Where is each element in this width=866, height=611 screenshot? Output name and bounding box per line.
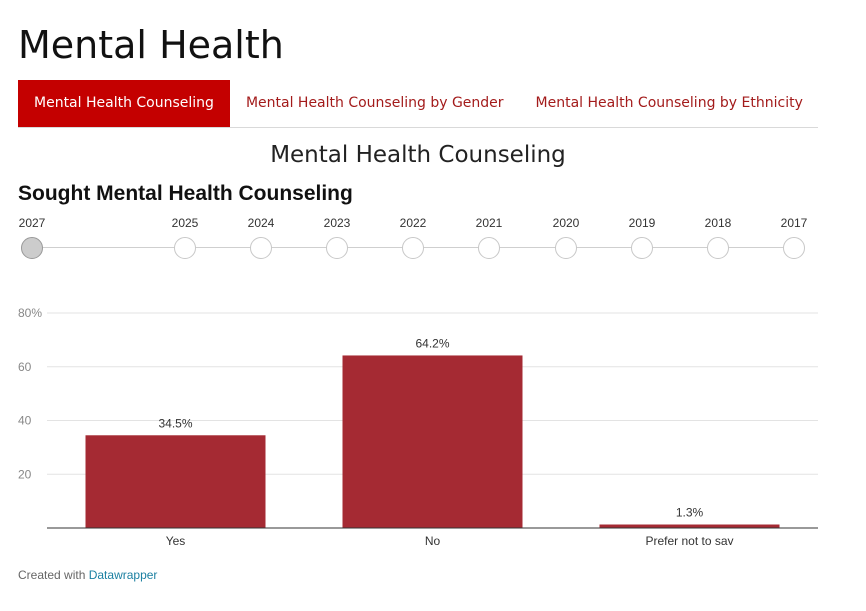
timeline-dot[interactable]	[478, 237, 500, 259]
y-tick-label: 60	[18, 360, 32, 374]
tab-counseling-by-ethnicity[interactable]: Mental Health Counseling by Ethnicity	[535, 95, 803, 111]
tab-mental-health-counseling[interactable]: Mental Health Counseling	[18, 80, 230, 127]
bar-chart: 20 40 60 80% 34.5% Yes 64.2% No 1.3% Prefer not t…	[18, 306, 818, 545]
y-tick-label: 20	[18, 467, 32, 481]
timeline-dot[interactable]	[250, 237, 272, 259]
y-tick-label: 40	[18, 414, 32, 428]
timeline-year-label[interactable]: 2020	[552, 216, 580, 230]
bar	[599, 524, 780, 528]
timeline-dot[interactable]	[402, 237, 424, 259]
x-category-label: Prefer not to say	[645, 534, 733, 545]
x-category-label: No	[425, 534, 441, 545]
page-title: Mental Health	[18, 23, 284, 67]
timeline-year-label[interactable]: 2017	[780, 216, 808, 230]
timeline-year-label[interactable]: 2021	[475, 216, 503, 230]
timeline-dot[interactable]	[707, 237, 729, 259]
timeline-year-label[interactable]: 2023	[323, 216, 351, 230]
year-timeline: 2027 2025 2024 2023 2022 2021 2020 2019 2018 2017	[0, 210, 866, 270]
bar-value-label: 1.3%	[676, 506, 704, 520]
timeline-dot[interactable]	[326, 237, 348, 259]
timeline-year-label[interactable]: 2025	[171, 216, 199, 230]
datawrapper-link[interactable]: Datawrapper	[88, 568, 158, 582]
footer-prefix: Created with	[18, 568, 86, 582]
timeline-dot[interactable]	[631, 237, 653, 259]
timeline-year-label[interactable]: 2019	[628, 216, 656, 230]
bar-value-label: 34.5%	[158, 416, 192, 430]
timeline-year-label[interactable]: 2018	[704, 216, 732, 230]
footer-credit: Created with Datawrapper	[18, 568, 157, 582]
y-tick-label: 80%	[18, 306, 42, 320]
bar-value-label: 64.2%	[415, 336, 449, 350]
tab-counseling-by-gender[interactable]: Mental Health Counseling by Gender	[245, 95, 504, 111]
bar	[342, 355, 523, 528]
timeline-year-label[interactable]: 2024	[247, 216, 275, 230]
chart-title: Sought Mental Health Counseling	[18, 182, 353, 205]
timeline-year-label[interactable]: 2027	[18, 216, 46, 230]
timeline-year-label[interactable]: 2022	[399, 216, 427, 230]
x-category-label: Yes	[166, 534, 186, 545]
bar	[85, 435, 266, 528]
section-title: Mental Health Counseling	[270, 142, 566, 168]
timeline-dot[interactable]	[21, 237, 43, 259]
tab-bar: Mental Health Counseling Mental Health C…	[18, 80, 818, 128]
timeline-dot[interactable]	[783, 237, 805, 259]
timeline-dot[interactable]	[174, 237, 196, 259]
timeline-dot[interactable]	[555, 237, 577, 259]
